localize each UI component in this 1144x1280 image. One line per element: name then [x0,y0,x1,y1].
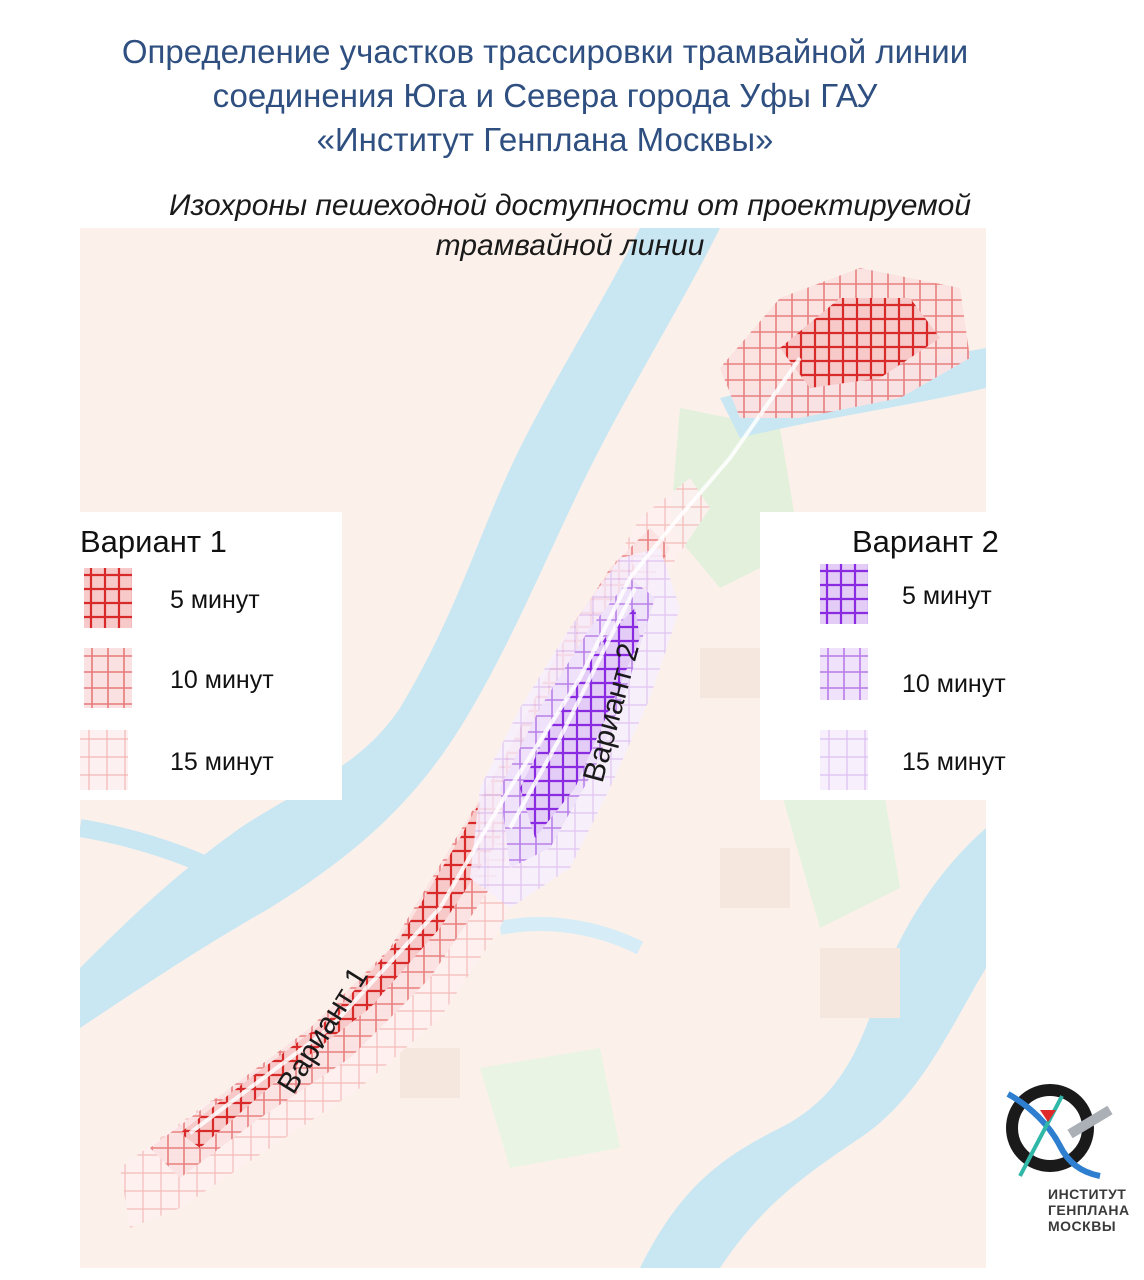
legend-variant1-title: Вариант 1 [80,524,227,559]
legend-variant2-item: 15 минут [760,730,1030,794]
legend-variant2-title: Вариант 2 [852,524,999,559]
logo-line-3: МОСКВЫ [1048,1218,1117,1234]
logo-line-1: ИНСТИТУТ [1048,1186,1127,1202]
title-line-3: «Институт Генплана Москвы» [316,121,774,158]
legend-label: 10 минут [902,670,1006,698]
map-subtitle: Изохроны пешеходной доступности от проек… [60,186,1080,266]
legend-label: 10 минут [170,666,274,694]
river [80,228,720,1028]
legend-label: 5 минут [170,586,260,614]
swatch-variant2-15min [820,730,868,790]
park-area [480,1048,620,1168]
subtitle-line-2: трамвайной линии [435,229,705,262]
legend-variant1-item: 15 минут [80,730,342,794]
lake [498,917,644,955]
tram-line-variant1 [188,356,802,1135]
legend-variant2-item: 5 минут [760,564,1030,628]
institute-logo-icon [1006,1084,1113,1179]
legend-label: 5 минут [902,582,992,610]
page-title: Определение участков трассировки трамвай… [0,30,1090,162]
swatch-variant2-5min [820,564,868,624]
variant2-isochrones [470,548,680,908]
park-area [780,768,900,928]
swatch-variant1-10min [84,648,132,708]
river-branch [80,819,255,896]
tram-line-variant2 [508,587,637,829]
institute-logo-text: ИНСТИТУТ ГЕНПЛАНА МОСКВЫ [1048,1186,1144,1234]
swatch-variant1-15min [80,730,128,790]
legend-variant2-item: 10 минут [760,648,1030,716]
logo-line-2: ГЕНПЛАНА [1048,1202,1130,1218]
swatch-variant2-10min [820,648,868,700]
legend-variant1-item: 10 минут [80,648,342,712]
swatch-variant1-5min [84,568,132,628]
legend-variant2: Вариант 2 5 минут 10 минут 15 минут [760,512,1030,800]
title-line-2: соединения Юга и Севера города Уфы ГАУ [212,77,878,114]
legend-label: 15 минут [902,748,1006,776]
legend-label: 15 минут [170,748,274,776]
river [640,828,986,1268]
legend-variant1-item: 5 минут [80,568,342,632]
title-line-1: Определение участков трассировки трамвай… [121,33,969,70]
legend-variant1: Вариант 1 5 минут 10 минут 15 минут [80,512,342,800]
subtitle-line-1: Изохроны пешеходной доступности от проек… [168,189,972,222]
